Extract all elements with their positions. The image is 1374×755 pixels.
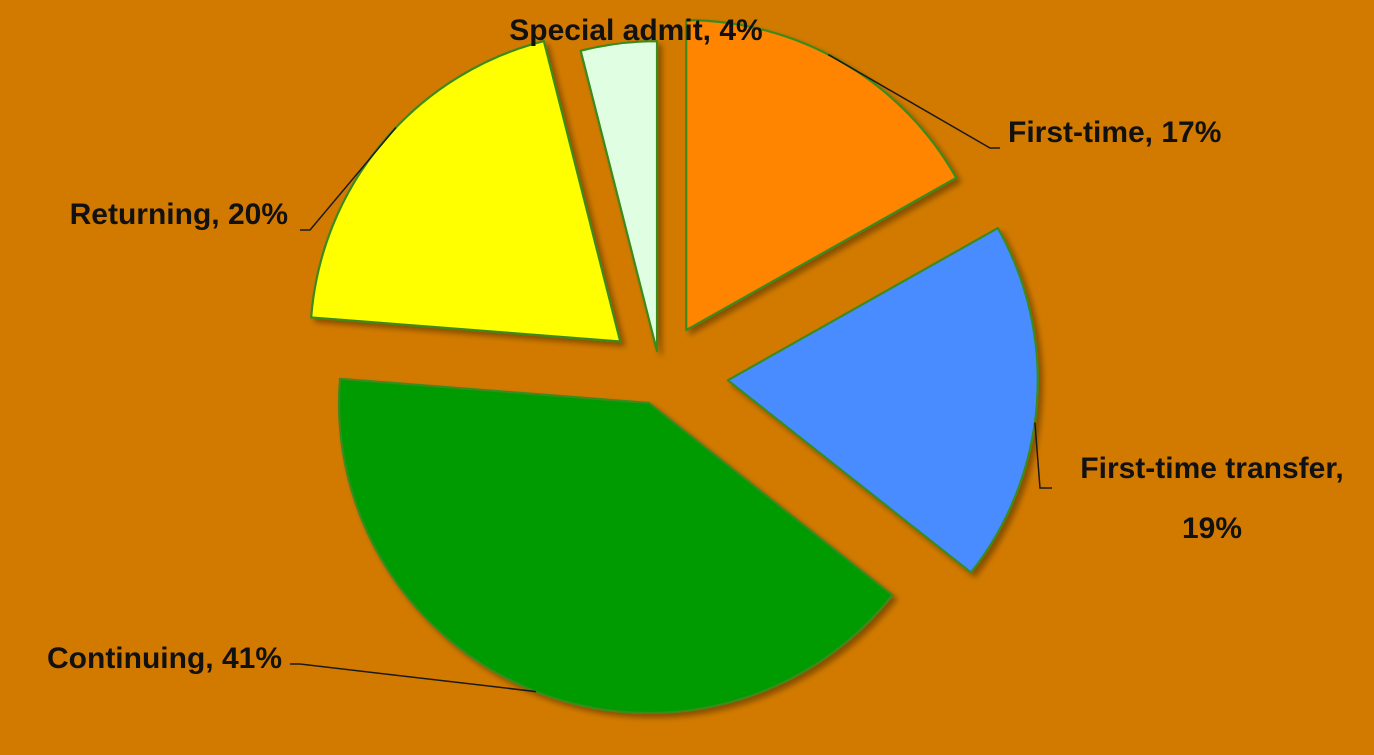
leader-line-continuing [290,663,537,693]
pie-slice-returning [310,39,622,343]
pie-slice-special-admit [579,40,659,353]
pie-slice-first-time-transfer [726,226,1039,574]
leader-lines [290,53,1052,693]
slice-label-special-admit: Special admit, 4% [509,14,762,47]
leader-line-returning [300,126,397,231]
leader-line-first-time-transfer [1034,422,1052,489]
slice-label-returning: Returning, 20% [70,198,288,231]
slice-label-continuing: Continuing, 41% [47,642,282,675]
slice-labels: First-time, 17% First-time transfer, 19% Co… [47,14,1344,675]
pie-slices [310,19,1039,715]
leader-line-first-time [827,53,1000,149]
slice-label-first-time-transfer: First-time transfer, 19% [1080,452,1343,545]
slice-label-first-time: First-time, 17% [1008,116,1221,149]
